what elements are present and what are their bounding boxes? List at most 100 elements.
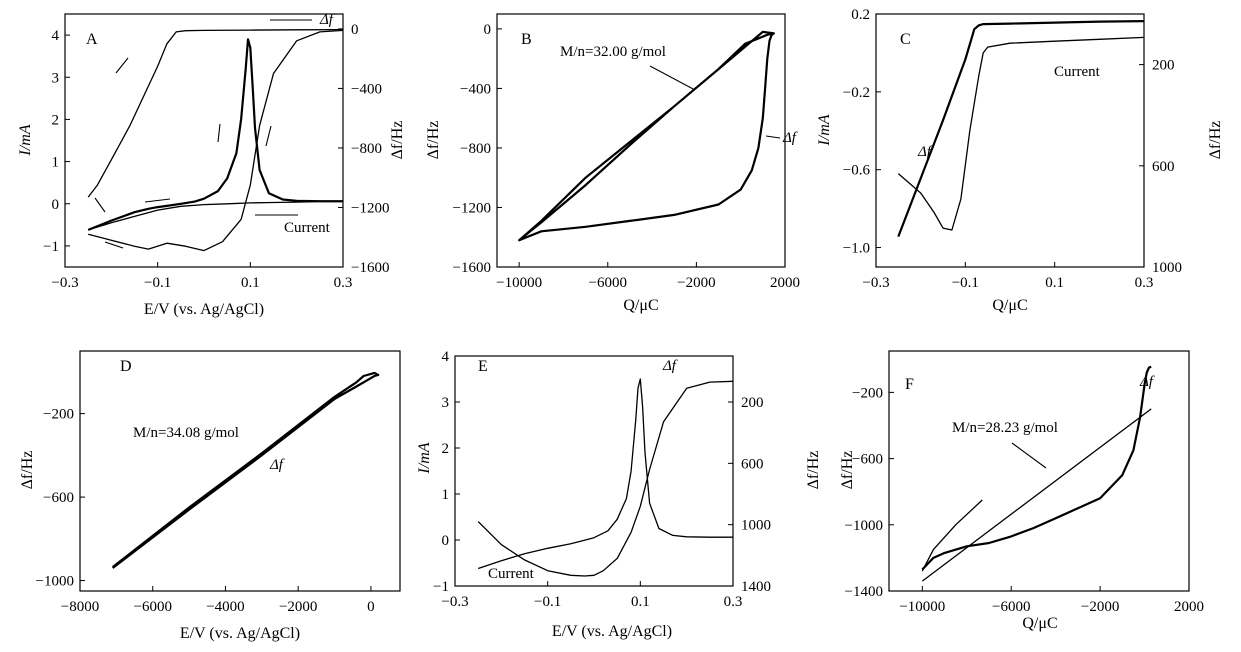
panel-e-frame [454, 355, 734, 587]
panel-b-ytick-label: −1600 [453, 260, 491, 276]
panel-c-y2tick-label: 1000 [1152, 260, 1182, 276]
panel-c-y2-axis-label: Δf/Hz [1207, 121, 1224, 160]
panel-a-letter: A [86, 31, 98, 48]
panel-a-ytick-label: 3 [52, 70, 60, 86]
panel-b-curves [518, 30, 775, 242]
panel-c-series-0 [897, 20, 1145, 237]
panel-a-x-axis-label: E/V (vs. Ag/AgCl) [144, 301, 264, 318]
panel-c-xtick-label: −0.3 [862, 275, 889, 291]
panel-b-mn-label: M/n=32.00 g/mol [560, 44, 666, 60]
panel-a-series-2 [88, 29, 344, 252]
panel-e-curves [477, 378, 734, 577]
panel-d-xtick-label: −6000 [133, 599, 171, 615]
panel-f-curves [921, 365, 1152, 582]
panel-f-xtick-label: −6000 [992, 599, 1030, 615]
panel-b-y-axis-label: Δf/Hz [425, 121, 442, 160]
panel-e-ytick-label: 3 [442, 395, 450, 411]
panel-f-series-0 [921, 365, 1152, 571]
panel-c-y2tick-label: 600 [1152, 159, 1175, 175]
panel-e-delta-f-label: Δf [662, 358, 678, 374]
panel-f-xtick-label: 2000 [1174, 599, 1204, 615]
panel-a-y-axis-label: I/mA [17, 124, 34, 156]
panel-a-y2tick-label: −1200 [351, 200, 389, 216]
panel-b: B M/n=32.00 g/mol Δf Δf/Hz Q/μC [425, 13, 798, 314]
panel-c-xtick-label: 0.1 [1045, 275, 1064, 291]
panel-e-y2tick-label: 1000 [741, 518, 771, 534]
panel-b-xtick-label: −2000 [677, 275, 715, 291]
panel-c-frame [875, 13, 1145, 268]
panel-e-y2tick-label: 600 [741, 456, 764, 472]
panel-b-series-0 [518, 30, 775, 242]
panel-a-scan-arrow-4 [144, 198, 171, 203]
panel-e-xtick-label: −0.3 [441, 594, 468, 610]
panel-b-delta-f-label: Δf [782, 130, 798, 146]
panel-b-x-axis-label: Q/μC [623, 297, 658, 314]
panel-c-y-axis-label: I/mA [816, 114, 833, 146]
panel-a-xtick-label: 0.1 [241, 275, 260, 291]
panel-a-xtick-label: −0.1 [144, 275, 171, 291]
panel-f-mn-label: M/n=28.23 g/mol [952, 420, 1058, 436]
panel-a-scan-arrow-2 [217, 123, 221, 143]
panel-a-ytick-label: 4 [52, 28, 60, 44]
panel-a-y2tick-label: −800 [351, 141, 382, 157]
panel-c: C Δf Current I/mA Δf/Hz Q/μC [816, 13, 1224, 314]
panel-e-ytick-label: 4 [442, 349, 450, 365]
panel-a-scan-arrow-3 [265, 125, 272, 147]
panel-a-series-1 [88, 200, 343, 231]
panel-c-y2tick-label: 200 [1152, 58, 1175, 74]
panel-f-series-1 [921, 408, 1152, 582]
panel-c-x-axis-label: Q/μC [992, 297, 1027, 314]
panel-f-y-axis-label: Δf/Hz [839, 451, 856, 490]
panel-a-y2tick-label: −1600 [351, 260, 389, 276]
panel-f-frame [888, 350, 1190, 592]
panel-b-xtick-label: −10000 [496, 275, 542, 291]
panel-a-y2tick-label: −400 [351, 81, 382, 97]
panel-f-ytick-label: −1000 [845, 518, 883, 534]
panel-e-x-axis-label: E/V (vs. Ag/AgCl) [552, 623, 672, 640]
panel-a-ytick-label: 1 [52, 155, 60, 171]
panel-d-xtick-label: 0 [367, 599, 375, 615]
panel-a-y2-axis-label: Δf/Hz [389, 121, 406, 160]
panel-d: D M/n=34.08 g/mol Δf Δf/Hz E/V (vs. Ag/A… [19, 350, 401, 642]
panel-a-series-3 [87, 28, 344, 198]
panel-c-xtick-label: 0.3 [1135, 275, 1154, 291]
panel-d-mn-label: M/n=34.08 g/mol [133, 425, 239, 441]
panel-e-letter: E [478, 358, 488, 375]
panel-f-ytick-label: −1400 [845, 584, 883, 600]
panel-c-ytick-label: −0.2 [843, 85, 870, 101]
panel-d-xtick-label: −4000 [206, 599, 244, 615]
panel-e-ytick-label: 1 [442, 487, 450, 503]
panel-e-y2tick-label: 200 [741, 395, 764, 411]
panel-c-letter: C [900, 31, 911, 48]
panel-c-series-1 [897, 36, 1145, 231]
panel-a-scan-arrow-1 [115, 57, 129, 74]
panel-f-letter: F [905, 376, 914, 393]
panel-a-ytick-label: 2 [52, 112, 60, 128]
panel-e-y-axis-label: I/mA [416, 442, 433, 474]
panel-a-curves [87, 28, 344, 252]
panel-a: A Δf Current I/mA Δf/Hz E/V (vs. Ag/AgCl… [17, 12, 406, 318]
panel-e-y2-axis-label: Δf/Hz [805, 451, 822, 490]
panel-a-scan-arrow-6 [104, 241, 124, 249]
panel-d-ytick-label: −600 [43, 490, 74, 506]
panel-f-delta-f-label: Δf [1139, 374, 1155, 390]
panel-a-xtick-label: 0.3 [334, 275, 353, 291]
panel-f-ytick-label: −200 [852, 385, 883, 401]
panel-b-ytick-label: 0 [484, 22, 492, 38]
panel-a-ytick-label: 0 [52, 197, 60, 213]
panel-f-mn-arrow [1011, 442, 1047, 469]
panel-b-ytick-label: −1200 [453, 200, 491, 216]
panel-d-delta-f-label: Δf [269, 457, 285, 473]
panel-a-delta-f-label: Δf [319, 12, 335, 28]
panel-b-delta-f-arrow [765, 135, 781, 139]
panel-c-ytick-label: −1.0 [843, 241, 870, 257]
panel-b-xtick-label: −6000 [589, 275, 627, 291]
panel-e-ytick-label: 0 [442, 533, 450, 549]
panel-b-frame [496, 13, 786, 268]
panel-a-y2tick-label: 0 [351, 22, 359, 38]
panel-c-curves [897, 20, 1145, 237]
panel-b-letter: B [521, 31, 532, 48]
panel-b-xtick-label: 2000 [770, 275, 800, 291]
panel-d-letter: D [120, 358, 132, 375]
